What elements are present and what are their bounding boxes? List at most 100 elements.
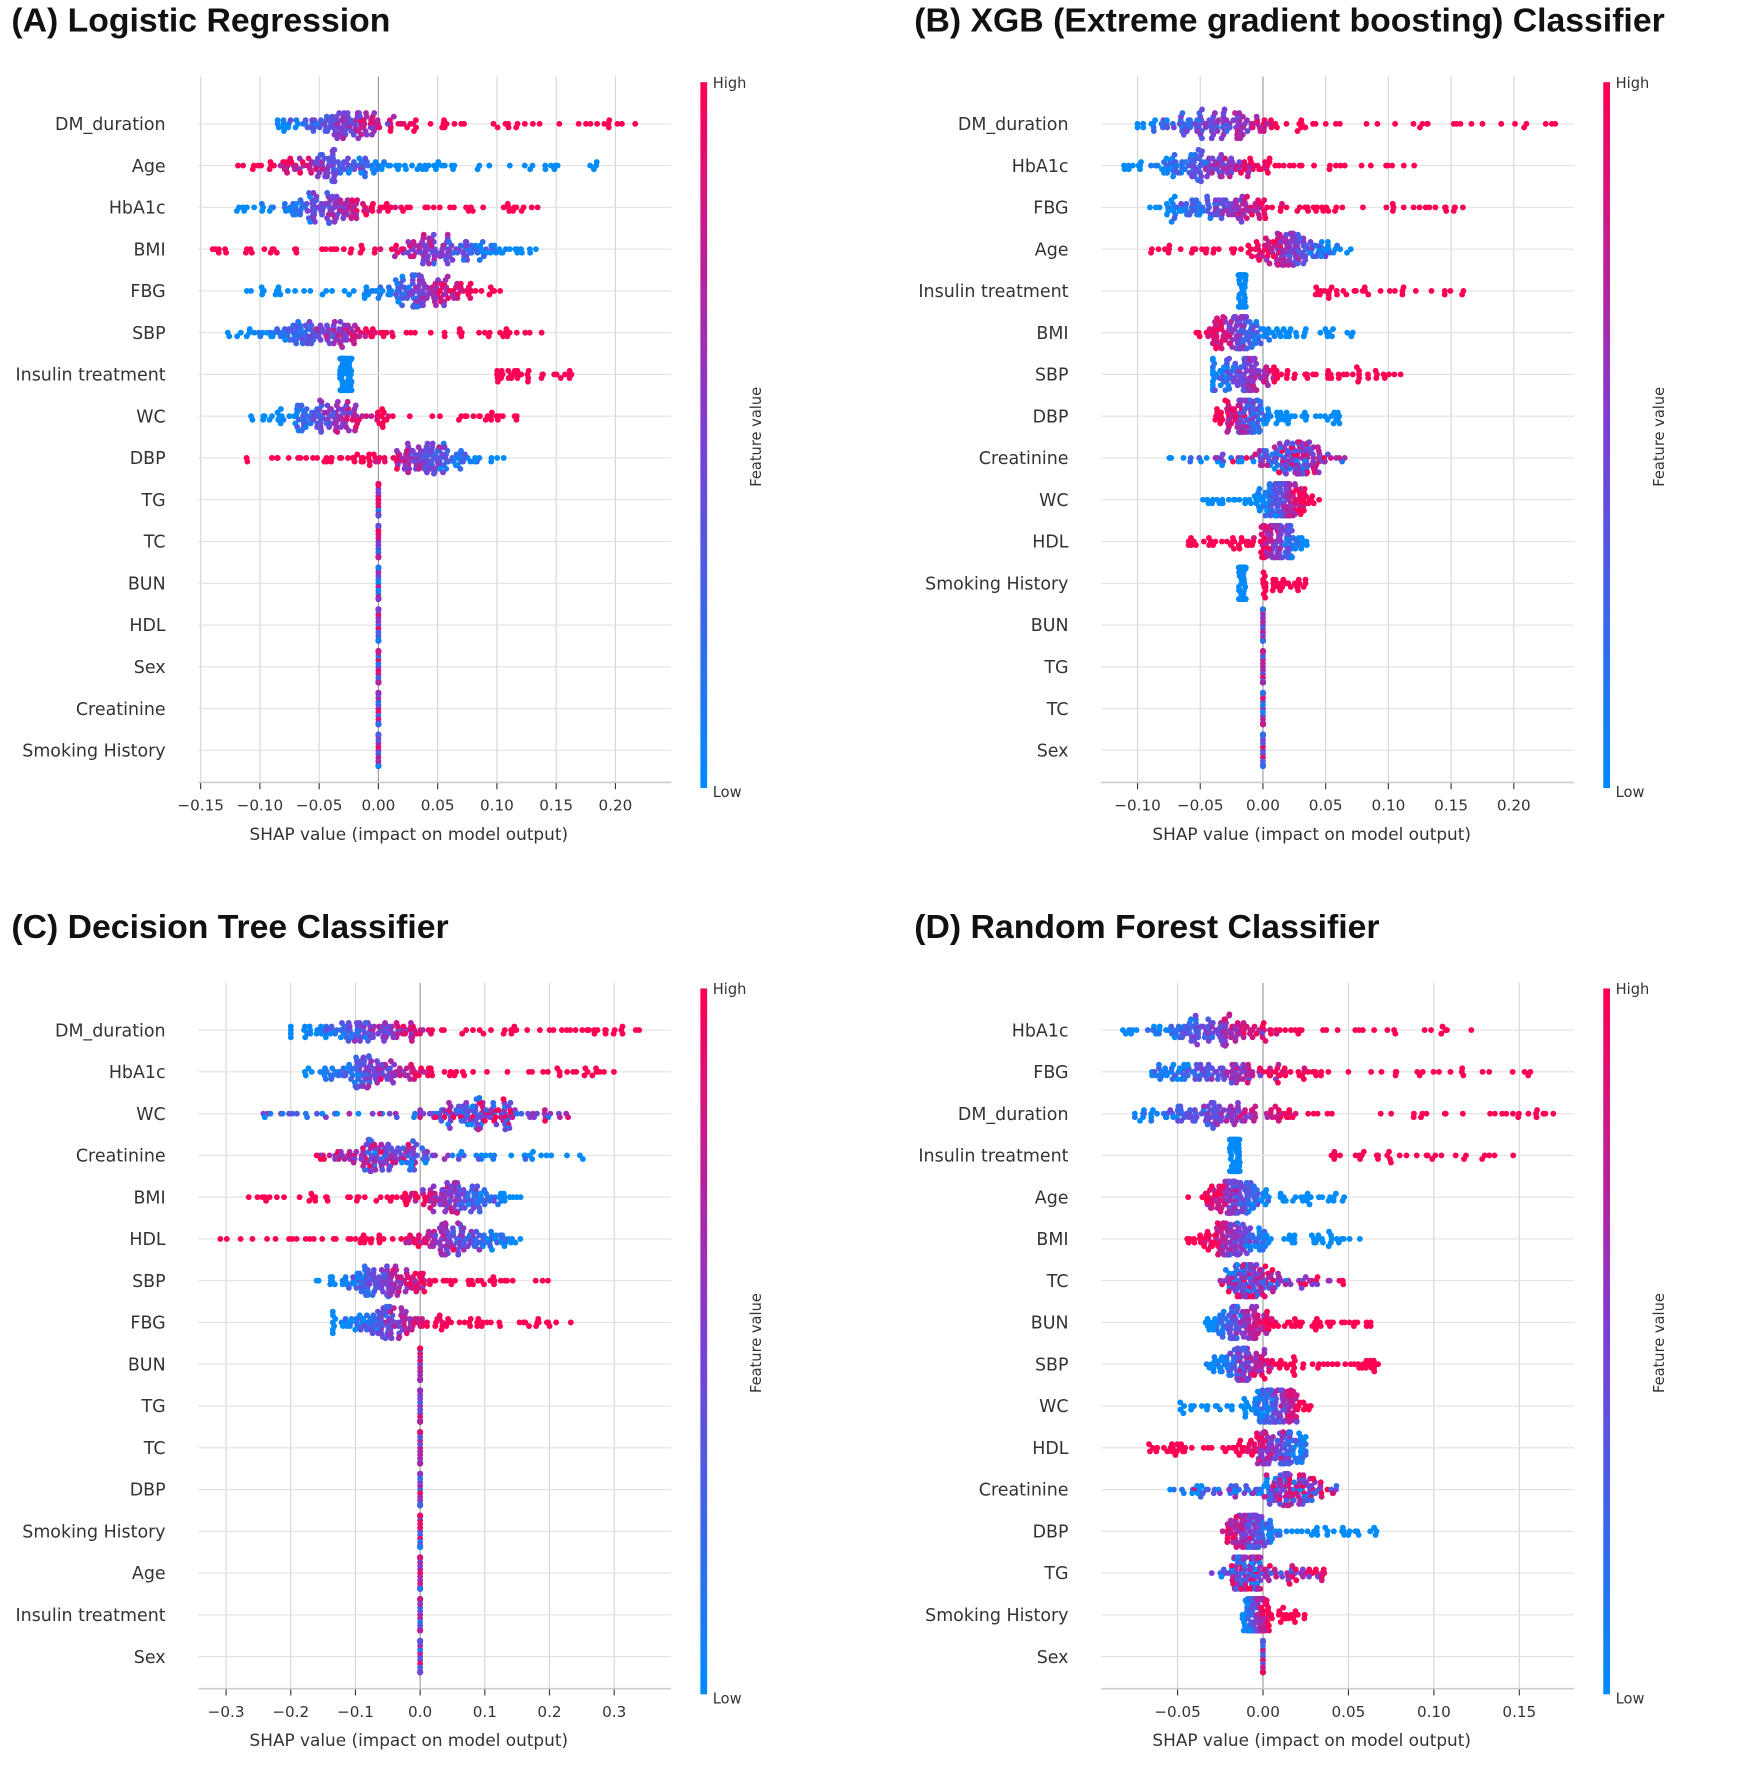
shap-point [500, 1190, 507, 1197]
shap-point [298, 402, 305, 409]
shap-point [1165, 249, 1172, 256]
shap-point [1290, 534, 1297, 541]
shap-point [430, 231, 437, 238]
shap-point [1272, 576, 1279, 583]
shap-point [293, 340, 300, 347]
shap-point [375, 721, 382, 728]
shap-point [251, 204, 258, 211]
shap-point [1209, 355, 1216, 362]
shap-point [606, 117, 613, 124]
shap-point [363, 284, 370, 291]
shap-point [362, 155, 369, 162]
shap-point [1312, 291, 1319, 298]
panel-title: (B) XGB (Extreme gradient boosting) Clas… [914, 2, 1664, 40]
shap-point [1282, 333, 1289, 340]
shap-point [1416, 204, 1423, 211]
shap-point [355, 1194, 362, 1201]
shap-point [1194, 117, 1201, 124]
feature-label: BMI [1036, 324, 1068, 344]
shap-point [429, 284, 436, 291]
shap-point [242, 249, 249, 256]
shap-point [610, 1068, 617, 1075]
shap-point [1416, 124, 1423, 131]
shap-point [591, 1030, 598, 1037]
tick-label: −0.2 [272, 1703, 309, 1721]
shap-point [589, 1072, 596, 1079]
shap-point [596, 1068, 603, 1075]
shap-point [480, 253, 487, 260]
shap-point [443, 1323, 450, 1329]
shap-point [415, 1284, 422, 1291]
shap-point [1274, 261, 1281, 268]
shap-point [406, 1166, 413, 1173]
tick-label: 0.3 [602, 1703, 626, 1721]
shap-point [1179, 110, 1186, 116]
shap-point [1238, 429, 1245, 435]
colorbar [700, 988, 708, 1695]
feature-label: FBG [130, 1314, 165, 1334]
shap-point [429, 413, 436, 420]
shap-point [1224, 169, 1231, 176]
shap-point [1222, 397, 1229, 404]
shap-point [324, 190, 331, 196]
feature-label: TG [1043, 658, 1068, 678]
shap-point [323, 1114, 329, 1121]
shap-point [390, 1266, 397, 1273]
feature-label: BMI [133, 240, 165, 260]
shap-point [1411, 162, 1418, 169]
shap-point [1202, 166, 1209, 173]
shap-point [1253, 239, 1260, 245]
shap-point [1325, 208, 1332, 214]
shap-point [1452, 204, 1458, 211]
shap-point [548, 162, 554, 169]
shap-point [369, 1110, 376, 1117]
shap-point [397, 1274, 404, 1281]
shap-point [467, 280, 474, 287]
feature-label: DBP [1033, 407, 1069, 427]
shap-point [490, 1099, 497, 1106]
shap-point [454, 1210, 461, 1216]
shap-point [384, 1194, 391, 1201]
shap-point [1177, 246, 1184, 253]
shap-point [293, 200, 300, 207]
shap-point [1236, 545, 1243, 552]
shap-point [274, 326, 281, 332]
shap-point [336, 326, 342, 332]
shap-point [312, 1197, 319, 1204]
shap-point [1389, 200, 1396, 207]
shap-point [348, 215, 355, 222]
shap-point [1267, 413, 1274, 420]
tick-label: −0.10 [1114, 797, 1161, 815]
shap-point [458, 1148, 465, 1155]
shap-point [1552, 120, 1559, 127]
shap-point [619, 1023, 626, 1030]
shap-point [1312, 242, 1319, 249]
shap-point [500, 1096, 507, 1103]
shap-point [1447, 287, 1454, 294]
shap-point [1296, 470, 1303, 477]
shap-point [1222, 155, 1228, 162]
shap-point [1334, 409, 1341, 416]
shap-point [345, 1194, 351, 1201]
shap-point [427, 1065, 434, 1072]
shap-point [393, 1019, 400, 1026]
shap-point [1238, 458, 1245, 465]
shap-point [416, 272, 422, 279]
shap-point [1224, 429, 1231, 435]
shap-point [1313, 253, 1320, 260]
shap-point [1211, 110, 1218, 116]
shap-point [249, 1236, 256, 1242]
shap-point [408, 1326, 415, 1333]
shap-point [422, 204, 429, 211]
shap-point [360, 1232, 367, 1239]
shap-point [1400, 162, 1407, 169]
shap-point [1337, 246, 1344, 253]
shap-point [1166, 242, 1173, 249]
shap-point [432, 1277, 439, 1284]
feature-label: BUN [128, 1355, 166, 1375]
shap-point [448, 1281, 455, 1288]
shap-point [322, 1034, 329, 1041]
shap-point [400, 295, 406, 302]
shap-point [340, 246, 347, 253]
shap-point [409, 1034, 416, 1041]
